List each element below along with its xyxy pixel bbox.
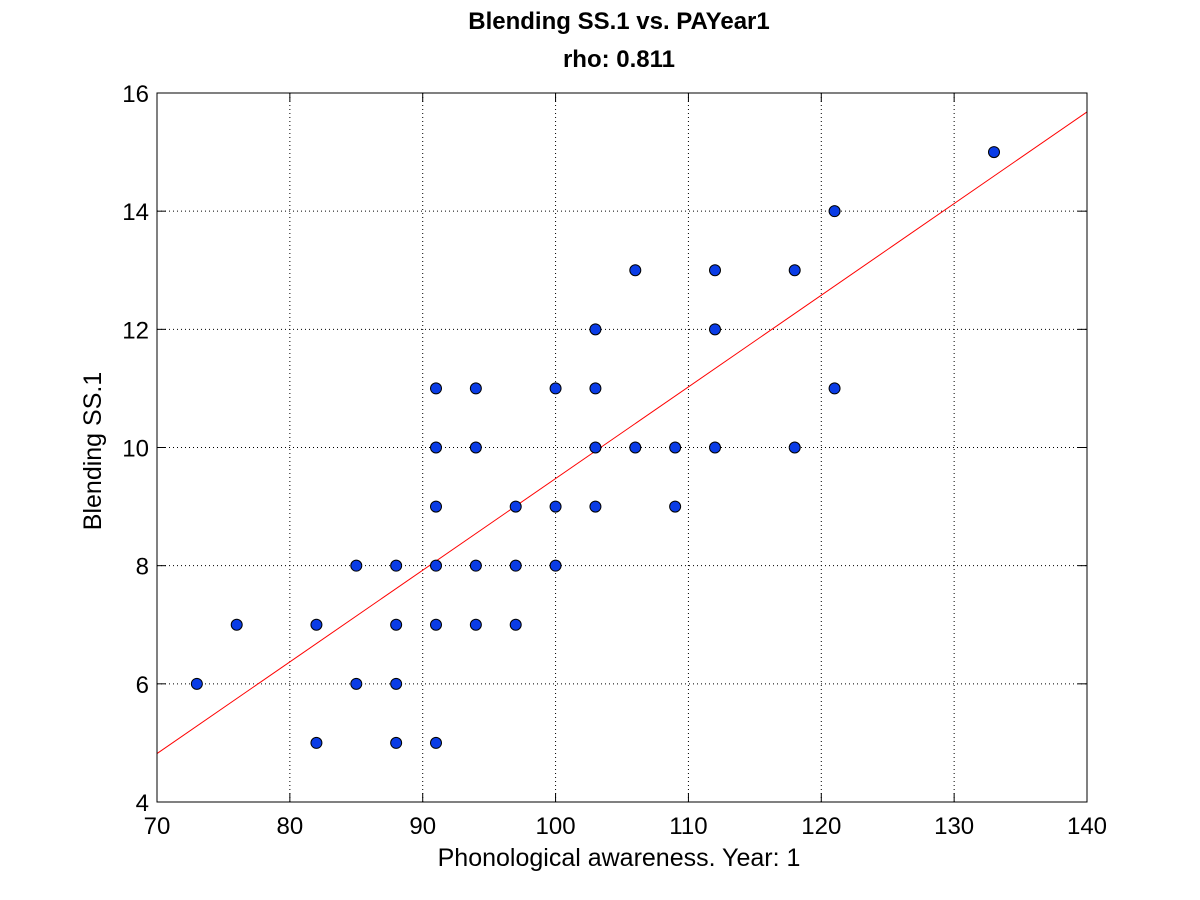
data-point	[629, 441, 642, 454]
data-point	[549, 559, 562, 572]
axes: 70 80 90 100 110 120 130 140 4 6 8 10 12 14 16	[122, 81, 1107, 840]
data-point	[788, 441, 801, 454]
x-axis-label: Phonological awareness. Year: 1	[438, 844, 801, 872]
data-point	[589, 382, 602, 395]
y-axis-label: Blending SS.1	[79, 372, 107, 530]
data-point	[589, 323, 602, 336]
data-point	[390, 736, 403, 749]
x-tick-label: 100	[536, 813, 576, 840]
data-point	[509, 500, 522, 513]
y-tick-label: 14	[122, 199, 149, 226]
data-points	[190, 146, 1000, 749]
data-point	[549, 500, 562, 513]
data-point	[430, 736, 442, 749]
regression-line	[156, 111, 1088, 754]
data-point	[190, 677, 203, 690]
data-point	[509, 618, 522, 631]
data-point	[390, 677, 403, 690]
data-point	[469, 559, 482, 572]
data-point	[709, 323, 721, 336]
chart-title: Blending SS.1 vs. PAYear1	[468, 8, 769, 35]
y-tick-label: 10	[122, 436, 149, 463]
data-point	[828, 205, 841, 218]
data-point	[430, 618, 442, 631]
x-tick-label: 140	[1067, 813, 1107, 840]
data-point	[469, 382, 482, 395]
data-point	[430, 382, 442, 395]
y-tick-label: 16	[122, 81, 149, 108]
data-point	[350, 559, 363, 572]
y-tick-label: 6	[136, 672, 149, 699]
data-point	[430, 441, 442, 454]
x-tick-label: 110	[669, 813, 707, 840]
y-tick-label: 8	[136, 554, 149, 581]
y-tick-label: 12	[122, 317, 149, 344]
data-point	[469, 441, 482, 454]
data-point	[509, 559, 522, 572]
fit-line-group	[156, 111, 1088, 754]
data-point	[310, 618, 323, 631]
data-point	[350, 677, 363, 690]
data-point	[589, 441, 602, 454]
x-tick-label: 80	[277, 813, 304, 840]
data-point	[549, 382, 562, 395]
data-point	[629, 264, 642, 277]
x-tick-label: 90	[409, 813, 436, 840]
data-point	[669, 441, 682, 454]
y-tick-label: 4	[136, 790, 149, 817]
grid	[157, 93, 1087, 802]
data-point	[709, 441, 721, 454]
data-point	[230, 618, 243, 631]
data-point	[669, 500, 682, 513]
chart-subtitle: rho: 0.811	[563, 46, 675, 73]
data-point	[310, 736, 323, 749]
x-tick-label: 70	[144, 813, 171, 840]
data-point	[589, 500, 602, 513]
data-point	[709, 264, 721, 277]
x-tick-label: 120	[801, 813, 841, 840]
x-tick-label: 130	[934, 813, 974, 840]
data-point	[430, 559, 442, 572]
data-point	[788, 264, 801, 277]
data-point	[390, 559, 403, 572]
data-point	[828, 382, 841, 395]
data-point	[988, 146, 1000, 159]
data-point	[469, 618, 482, 631]
data-point	[390, 618, 403, 631]
data-point	[430, 500, 442, 513]
